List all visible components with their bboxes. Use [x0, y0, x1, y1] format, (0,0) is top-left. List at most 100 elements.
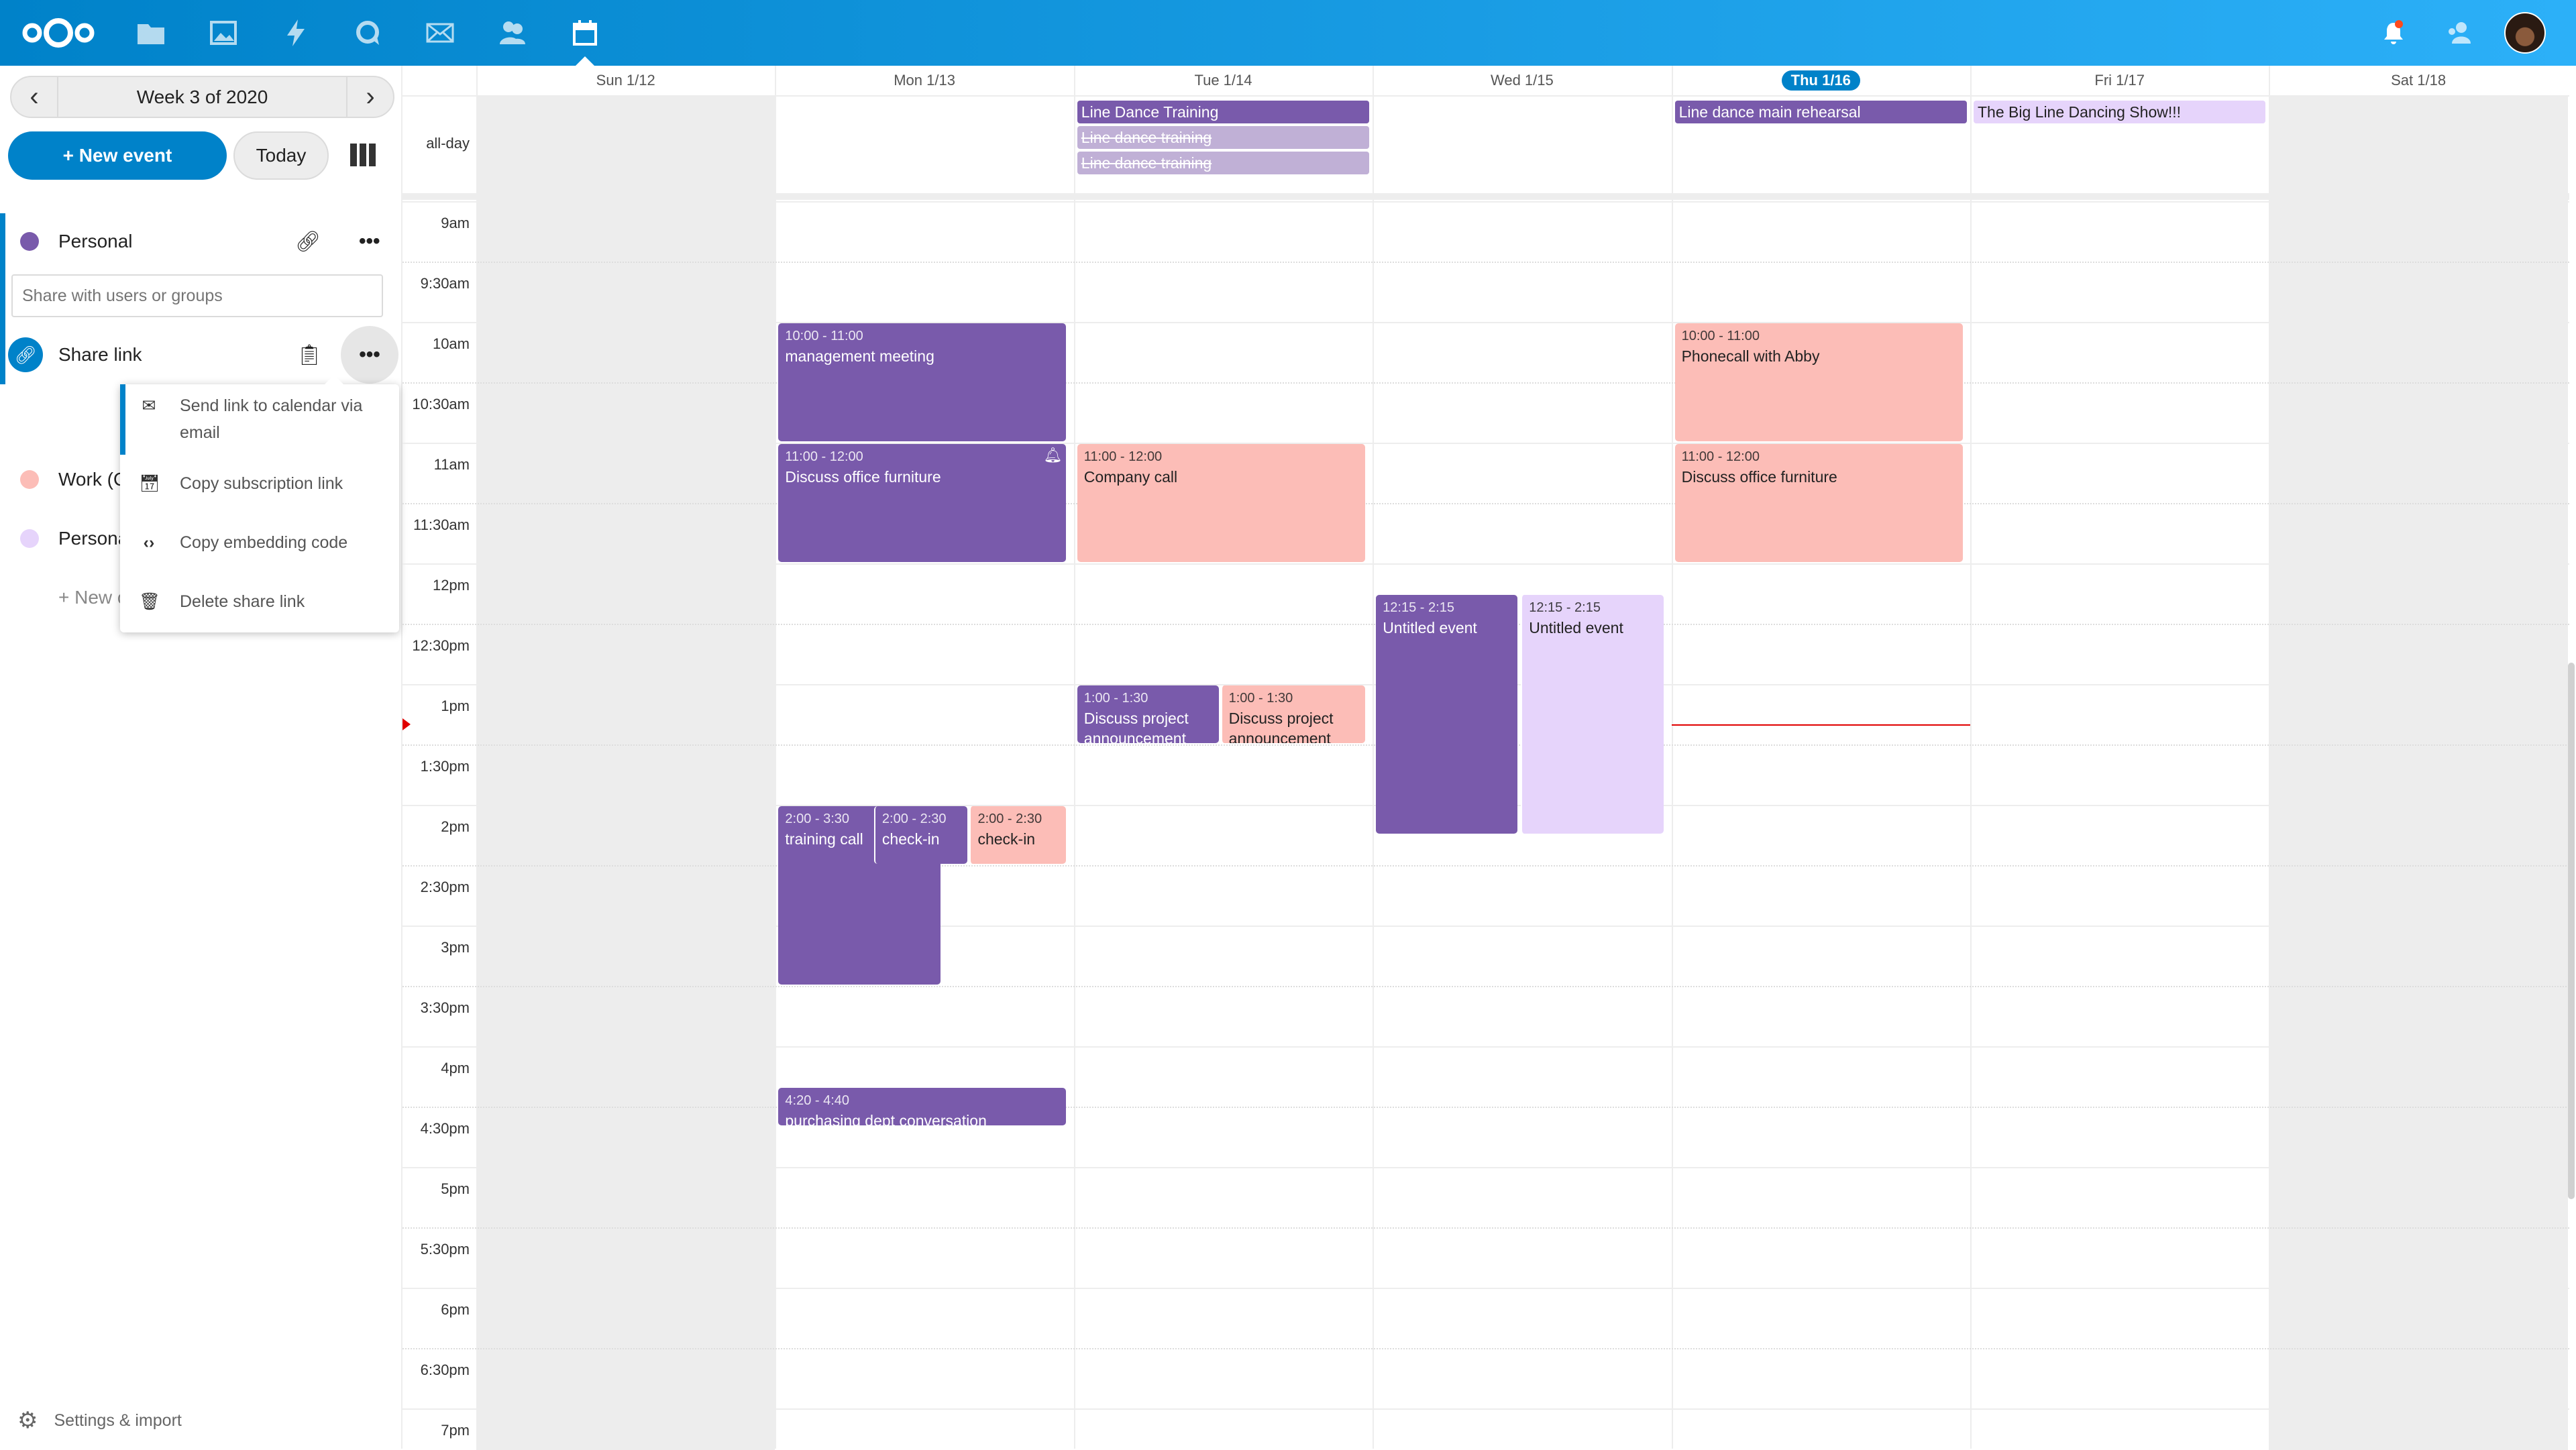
vertical-scrollbar[interactable] [2568, 663, 2575, 1199]
bell-icon: 🔔︎ [1043, 447, 1063, 463]
link-icon: 🔗︎ [8, 337, 43, 372]
calendar-grid: all-day Sun 1/12 Mon 1/13 Tue 1/14 Wed 1/15… [402, 66, 2576, 1450]
event-title: training call [785, 830, 863, 848]
user-avatar[interactable] [2504, 12, 2546, 54]
day-header[interactable]: Mon 1/13 [775, 66, 1073, 95]
menu-arrow [325, 375, 343, 384]
time-label: 10:30am [412, 396, 470, 412]
day-label: Sat 1/18 [2391, 72, 2447, 89]
current-time-marker [402, 718, 411, 730]
all-day-event[interactable]: Line dance main rehearsal [1674, 101, 1967, 123]
photos-icon[interactable] [205, 15, 241, 51]
calendar-event[interactable]: 10:00 - 11:00 management meeting [778, 323, 1067, 441]
grid-line [402, 1167, 2569, 1168]
grid-line [402, 443, 2569, 444]
grid-line [402, 322, 2569, 323]
day-header[interactable]: Thu 1/16 [1672, 66, 1970, 95]
day-label: Wed 1/15 [1490, 72, 1554, 89]
next-week-button[interactable]: › [366, 82, 375, 111]
time-label: 2pm [441, 818, 470, 835]
share-link-more-button[interactable]: ••• [341, 326, 398, 384]
calendar-icon[interactable] [567, 15, 603, 51]
today-button[interactable]: Today [233, 131, 329, 180]
all-day-event[interactable]: Line dance training [1077, 126, 1370, 149]
time-label: 4:30pm [420, 1120, 470, 1137]
column-divider [775, 66, 777, 1449]
calendar-event[interactable]: 11:00 - 12:00 Discuss office furniture [1674, 444, 1963, 562]
day-header[interactable]: Tue 1/14 [1074, 66, 1373, 95]
time-label: 12pm [432, 577, 470, 594]
grid-line [402, 1227, 2569, 1229]
time-label: 10am [432, 335, 470, 352]
all-day-event[interactable]: Line dance training [1077, 152, 1370, 174]
copy-to-clipboard-icon[interactable]: 📋︎ [297, 343, 323, 366]
new-calendar-button[interactable]: + New c [0, 574, 396, 621]
time-label: 9am [441, 215, 470, 231]
calendar-event[interactable]: 4:20 - 4:40 purchasing dept conversation [778, 1087, 1067, 1126]
calendar-event[interactable]: 12:15 - 2:15 Untitled event [1376, 595, 1517, 834]
menu-item-send-email[interactable]: ✉ Send link to calendar via email [120, 392, 399, 449]
event-time: 12:15 - 2:15 [1529, 600, 1601, 615]
time-label: 7pm [441, 1422, 470, 1439]
view-switcher-icon[interactable] [350, 144, 376, 166]
week-label[interactable]: Week 3 of 2020 [57, 77, 347, 117]
column-divider [1373, 66, 1375, 1449]
event-title: Discuss office furniture [785, 468, 941, 486]
files-icon[interactable] [133, 15, 169, 51]
day-header[interactable]: Sun 1/12 [476, 66, 775, 95]
share-link-menu: ✉ Send link to calendar via email 📅︎ Copy … [120, 375, 399, 632]
calendar-event[interactable]: 2:00 - 2:30 check-in [969, 806, 1067, 864]
new-calendar-label: + New c [58, 587, 127, 608]
time-label: 11am [433, 456, 470, 473]
trash-icon: 🗑︎ [139, 592, 160, 611]
nextcloud-logo[interactable] [20, 15, 97, 51]
time-label: 3:30pm [420, 999, 470, 1016]
time-label: 1pm [441, 698, 470, 714]
contacts-icon[interactable] [494, 15, 531, 51]
calendar-event[interactable]: 1:00 - 1:30 Discuss project announcement [1220, 685, 1365, 743]
mail-icon[interactable] [422, 15, 458, 51]
contacts-menu-icon[interactable] [2441, 15, 2477, 51]
all-day-event[interactable]: The Big Line Dancing Show!!! [1974, 101, 2266, 123]
day-label: Fri 1/17 [2094, 72, 2145, 89]
calendar-event[interactable]: 11:00 - 12:00 Discuss office furniture 🔔︎ [778, 444, 1067, 562]
day-header[interactable]: Sat 1/18 [2269, 66, 2567, 95]
all-day-event[interactable]: Line Dance Training [1077, 101, 1370, 123]
calendar-name: Work (C [58, 469, 127, 490]
calendar-event[interactable]: 10:00 - 11:00 Phonecall with Abby [1674, 323, 1963, 441]
day-header[interactable]: Wed 1/15 [1373, 66, 1671, 95]
grid-line [402, 1348, 2569, 1349]
day-header[interactable]: Fri 1/17 [1970, 66, 2269, 95]
new-event-button[interactable]: + New event [8, 131, 227, 180]
previous-week-button[interactable]: ‹ [30, 82, 39, 111]
event-title: purchasing dept conversation [785, 1111, 987, 1126]
share-link-label: Share link [58, 344, 142, 365]
event-title: check-in [977, 830, 1036, 848]
grid-line [402, 986, 2569, 987]
notifications-icon[interactable] [2375, 15, 2412, 51]
time-label: 1:30pm [420, 758, 470, 775]
talk-icon[interactable] [350, 15, 386, 51]
settings-import-button[interactable]: ⚙ Settings & import [17, 1408, 182, 1433]
event-time: 11:00 - 12:00 [785, 449, 863, 464]
share-with-users-input[interactable] [11, 274, 383, 317]
calendar-item-personal-2[interactable]: Persona [0, 515, 396, 562]
calendar-color-dot [20, 529, 39, 548]
event-time: 10:00 - 11:00 [785, 329, 863, 343]
more-options-icon[interactable]: ••• [359, 230, 380, 252]
calendar-event[interactable]: 12:15 - 2:15 Untitled event [1521, 595, 1664, 834]
column-divider [1970, 66, 1972, 1449]
event-time: 4:20 - 4:40 [785, 1093, 850, 1108]
calendar-event[interactable]: 1:00 - 1:30 Discuss project announcement [1077, 685, 1219, 743]
menu-active-indicator [120, 384, 125, 455]
calendar-event[interactable]: 2:00 - 2:30 check-in [873, 806, 968, 864]
calendar-item-work[interactable]: Work (C [0, 456, 396, 503]
calendar-event[interactable]: 11:00 - 12:00 Company call [1077, 444, 1365, 562]
activity-icon[interactable] [278, 15, 314, 51]
event-title: Discuss office furniture [1681, 468, 1837, 486]
event-title: Untitled event [1383, 619, 1477, 636]
share-link-icon[interactable]: 🔗︎ [295, 230, 321, 253]
time-label: 4pm [441, 1060, 470, 1076]
calendar-item-personal[interactable]: Personal 🔗︎ ••• [0, 218, 396, 265]
event-title: check-in [881, 830, 940, 848]
